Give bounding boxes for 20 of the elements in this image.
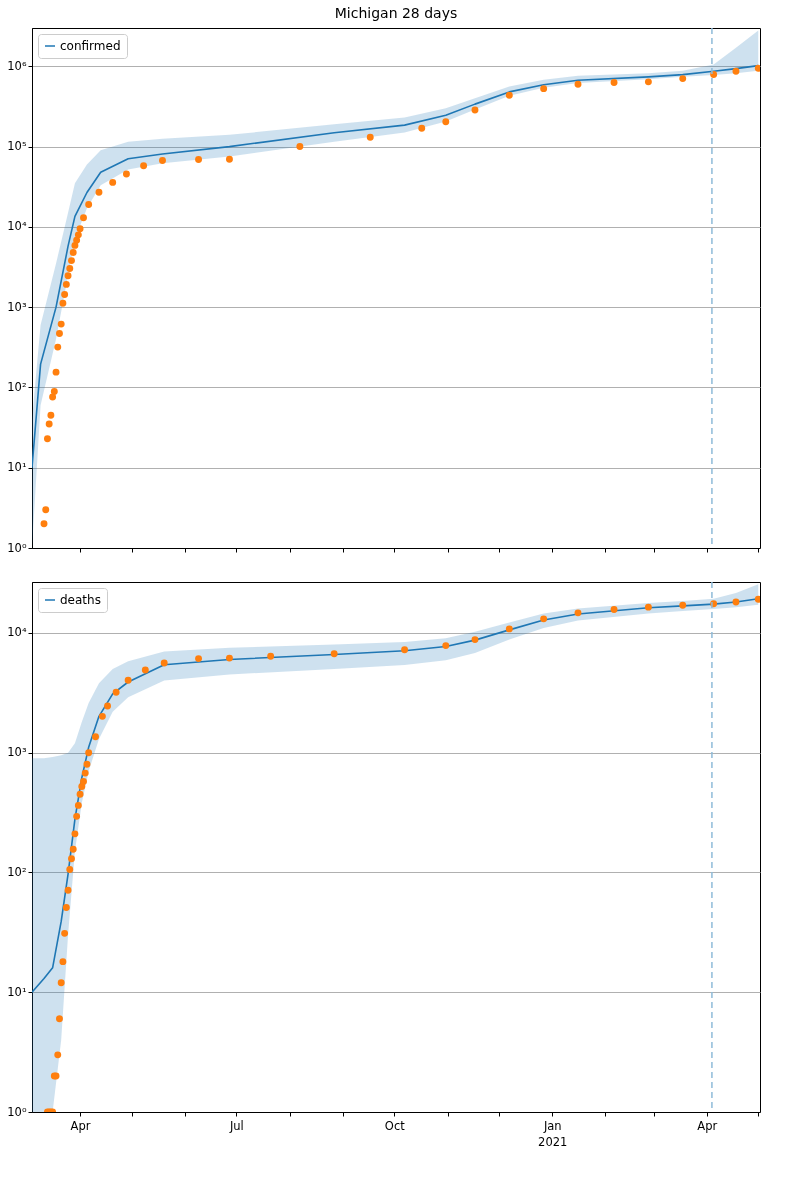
y-tick-label: 10⁵ <box>7 139 27 154</box>
legend-label: confirmed <box>60 39 121 53</box>
y-tick-label: 10⁶ <box>7 58 27 73</box>
y-tick-label: 10⁰ <box>7 1104 27 1119</box>
y-tick-label: 10⁴ <box>7 219 27 234</box>
legend-label: deaths <box>60 593 101 607</box>
y-tick-label: 10³ <box>7 745 27 760</box>
chart-title: Michigan 28 days <box>334 5 458 22</box>
x-tick-label: Jan 2021 <box>538 1118 568 1149</box>
x-tick-label: Jul <box>228 1118 244 1133</box>
x-tick-label: Apr <box>697 1118 718 1133</box>
y-tick-label: 10⁰ <box>7 540 27 555</box>
y-tick-label: 10⁴ <box>7 625 27 640</box>
y-tick-label: 10² <box>7 864 27 879</box>
y-tick-label: 10¹ <box>7 984 27 999</box>
x-tick-label: Apr <box>70 1118 91 1133</box>
y-tick-label: 10¹ <box>7 460 27 475</box>
x-tick-label: Oct <box>384 1118 406 1133</box>
y-tick-label: 10³ <box>7 299 27 314</box>
y-tick-label: 10² <box>7 379 27 394</box>
